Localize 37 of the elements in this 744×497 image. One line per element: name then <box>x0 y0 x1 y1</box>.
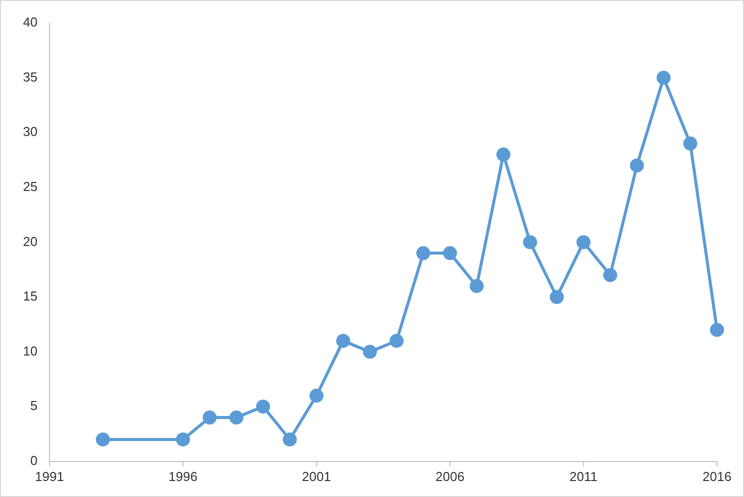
x-tick-label: 2001 <box>302 468 331 484</box>
point <box>282 432 297 446</box>
point <box>336 334 350 348</box>
y-tick-label: 25 <box>22 178 38 194</box>
point <box>576 235 590 250</box>
point <box>710 322 724 337</box>
point <box>362 344 377 359</box>
point <box>523 235 538 250</box>
point <box>229 410 244 425</box>
point <box>470 279 484 294</box>
point <box>256 400 270 414</box>
point <box>202 410 217 425</box>
point <box>309 388 324 403</box>
point <box>390 334 404 348</box>
y-tick-label: 20 <box>22 234 38 249</box>
point <box>550 290 564 304</box>
x-tick-label: 2016 <box>702 468 732 484</box>
point <box>96 432 110 446</box>
y-tick-label: 5 <box>30 398 38 414</box>
point <box>442 246 457 260</box>
x-tick-label: 2006 <box>436 468 464 484</box>
y-tick-label: 35 <box>22 69 38 84</box>
y-tick-label: 30 <box>22 124 38 140</box>
x-tick-label: 2011 <box>570 468 598 484</box>
y-tick-label: 15 <box>22 288 38 304</box>
y-tick-label: 0 <box>30 452 38 468</box>
point <box>603 268 618 282</box>
x-tick-label: 1991 <box>35 468 64 484</box>
point <box>630 158 644 172</box>
point <box>683 136 698 151</box>
point <box>656 70 671 85</box>
x-tick-label: 1996 <box>168 468 198 484</box>
point <box>416 246 430 260</box>
y-tick-label: 40 <box>22 14 38 30</box>
point <box>176 432 190 446</box>
y-tick-label: 10 <box>22 343 38 358</box>
point <box>496 148 510 162</box>
